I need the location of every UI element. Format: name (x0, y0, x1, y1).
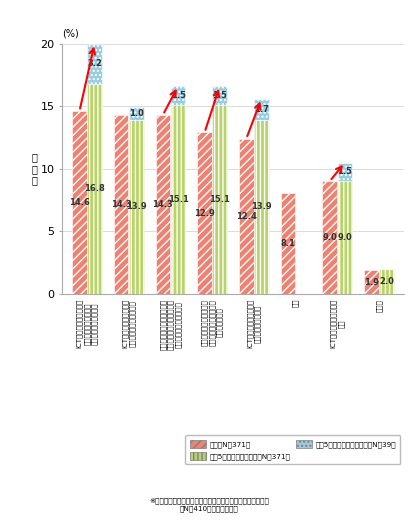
Text: ※グラフ中の割合は、海外進出済み又は今後進出予定の企業
（N＝410）に対する割合: ※グラフ中の割合は、海外進出済み又は今後進出予定の企業 （N＝410）に対する割… (150, 498, 269, 512)
Text: 15.1: 15.1 (168, 195, 189, 204)
Bar (254, 120, 269, 294)
Text: 1.7: 1.7 (254, 105, 269, 114)
Bar (72, 111, 87, 294)
Bar (129, 120, 144, 294)
Bar (212, 105, 227, 294)
Text: 9.0: 9.0 (322, 233, 337, 242)
Text: 14.3: 14.3 (111, 200, 132, 209)
Bar (254, 99, 269, 120)
Bar (338, 163, 352, 181)
Text: 15.1: 15.1 (210, 195, 230, 204)
Bar (379, 269, 394, 294)
Text: 1.5: 1.5 (212, 91, 227, 100)
Bar (171, 105, 185, 294)
Bar (155, 115, 170, 294)
Text: 12.4: 12.4 (236, 212, 257, 221)
Bar (364, 270, 379, 294)
Legend: 現在（N＝371）, 今後5年（海外進出済）（N＝371）, 今後5年（今後進出予定）（N＝39）: 現在（N＝371）, 今後5年（海外進出済）（N＝371）, 今後5年（今後進出… (186, 435, 401, 464)
Bar (114, 115, 129, 294)
Text: 14.6: 14.6 (69, 198, 90, 207)
Text: (%): (%) (62, 28, 79, 38)
Text: 1.5: 1.5 (337, 167, 352, 176)
Bar (338, 181, 352, 294)
Bar (322, 181, 337, 294)
Text: 8.1: 8.1 (281, 239, 295, 248)
Text: 1.9: 1.9 (364, 278, 379, 287)
Bar (197, 132, 212, 294)
Bar (281, 193, 295, 294)
Bar (129, 108, 144, 120)
Text: 1.5: 1.5 (171, 91, 186, 100)
Text: 9.0: 9.0 (337, 233, 352, 242)
Bar (171, 86, 185, 105)
Bar (212, 86, 227, 105)
Bar (239, 139, 253, 294)
Text: 13.9: 13.9 (251, 203, 272, 212)
Text: 14.3: 14.3 (153, 200, 173, 209)
Text: 12.9: 12.9 (194, 209, 215, 218)
Bar (87, 83, 102, 294)
Bar (87, 44, 102, 83)
Text: 3.2: 3.2 (87, 59, 102, 68)
Y-axis label: 回
答
率: 回 答 率 (32, 152, 38, 185)
Text: 1.0: 1.0 (129, 109, 144, 118)
Text: 2.0: 2.0 (379, 277, 394, 286)
Text: 16.8: 16.8 (84, 184, 105, 193)
Text: 13.9: 13.9 (126, 203, 147, 212)
